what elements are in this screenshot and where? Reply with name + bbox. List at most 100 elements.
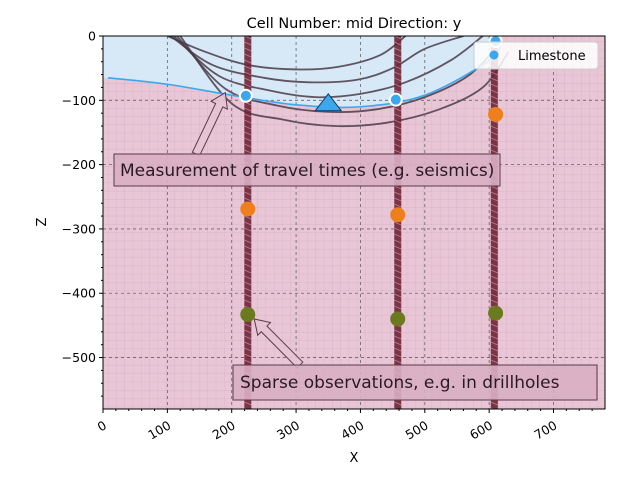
drillhole-texture <box>490 251 498 256</box>
drillhole-texture <box>394 47 402 52</box>
annotation-text-drillholes: Sparse observations, e.g. in drillholes <box>240 373 560 393</box>
x-tick-label-7: 700 <box>531 418 559 443</box>
drillhole-texture <box>490 341 498 346</box>
drillhole-texture <box>490 227 498 232</box>
drillhole-texture <box>490 89 498 94</box>
annotations: Measurement of travel times (e.g. seismi… <box>113 91 598 401</box>
layer-curve-3 <box>173 36 484 99</box>
drillhole-texture <box>244 299 252 304</box>
drillhole-texture <box>244 245 252 250</box>
drillhole-texture <box>394 263 402 268</box>
legend-marker-limestone <box>489 50 499 60</box>
drillhole-texture <box>490 359 498 364</box>
drillhole-texture <box>394 347 402 352</box>
drillhole-texture <box>394 239 402 244</box>
drillhole-texture <box>244 83 252 88</box>
drillhole-texture <box>244 227 252 232</box>
legend-label-limestone: Limestone <box>518 49 586 64</box>
y-axis-label: Z <box>35 217 50 226</box>
drillhole-texture <box>394 137 402 142</box>
drillhole-texture <box>244 107 252 112</box>
drillhole-texture <box>394 359 402 364</box>
drillhole-texture <box>490 209 498 214</box>
drillhole-texture <box>394 269 402 274</box>
drillhole-texture <box>490 83 498 88</box>
major-grid <box>103 36 605 409</box>
drillhole-texture <box>490 197 498 202</box>
drillhole-texture <box>394 353 402 358</box>
layer-curve-2 <box>170 36 464 84</box>
drillhole-texture <box>394 335 402 340</box>
drillhole-texture <box>394 227 402 232</box>
annotation-box-drillholes <box>232 364 598 401</box>
drillhole-texture <box>244 59 252 64</box>
drillhole-texture <box>394 275 402 280</box>
drillhole-texture <box>490 293 498 298</box>
point-series1-2 <box>388 92 403 107</box>
drillhole-texture <box>394 113 402 118</box>
drillhole-texture <box>394 71 402 76</box>
x-axis-label: X <box>350 451 359 466</box>
drillhole-texture <box>490 203 498 208</box>
drillhole-texture <box>490 281 498 286</box>
drillhole-texture <box>244 269 252 274</box>
annotation-text-seismics: Measurement of travel times (e.g. seismi… <box>120 161 494 181</box>
y-tick-label-4: −400 <box>62 286 96 301</box>
drillhole-texture <box>490 323 498 328</box>
drillhole-texture <box>490 269 498 274</box>
drillhole-texture <box>490 95 498 100</box>
drillhole-texture <box>490 131 498 136</box>
drillhole-texture <box>490 263 498 268</box>
drillhole-texture <box>490 335 498 340</box>
annotation-arrow-drillholes <box>253 318 304 369</box>
drillhole-texture <box>394 143 402 148</box>
axes-frame <box>102 35 606 410</box>
drillhole-texture <box>394 89 402 94</box>
drillhole-texture <box>244 263 252 268</box>
drillhole-texture <box>244 233 252 238</box>
drillhole-texture <box>490 101 498 106</box>
drillhole-texture <box>244 293 252 298</box>
drillhole-texture <box>244 221 252 226</box>
point-series1-1 <box>238 88 253 103</box>
y-tick-label-5: −500 <box>62 350 96 365</box>
y-tick-label-2: −200 <box>62 157 96 172</box>
drillhole-texture <box>490 275 498 280</box>
drillhole-texture <box>394 341 402 346</box>
drillhole-texture <box>394 251 402 256</box>
drillhole-texture <box>394 401 402 406</box>
drillhole-texture <box>490 239 498 244</box>
layer-curve-1 <box>167 36 407 71</box>
drillhole-texture <box>490 143 498 148</box>
x-tick-label-2: 200 <box>210 418 238 443</box>
x-tick-label-3: 300 <box>274 418 302 443</box>
drillhole-texture <box>244 65 252 70</box>
drillhole-texture <box>244 53 252 58</box>
drillhole-texture <box>244 335 252 340</box>
point-series2-3 <box>488 106 504 122</box>
drillhole-texture <box>244 137 252 142</box>
drillhole-texture <box>394 83 402 88</box>
drillhole-3 <box>490 36 498 409</box>
drillhole-texture <box>394 245 402 250</box>
drillhole-texture <box>244 113 252 118</box>
drillhole-texture <box>244 257 252 262</box>
drillhole-texture <box>394 329 402 334</box>
x-tick-label-4: 400 <box>338 418 366 443</box>
drillhole-texture <box>490 71 498 76</box>
drillhole-texture <box>244 341 252 346</box>
chart-title: Cell Number: mid Direction: y <box>247 16 462 32</box>
annotation-box-seismics <box>113 153 501 187</box>
legend: Limestone <box>473 41 599 70</box>
drillhole-texture <box>244 401 252 406</box>
drillhole-texture <box>244 275 252 280</box>
drillhole-texture <box>490 77 498 82</box>
drillhole-texture <box>394 107 402 112</box>
drillhole-texture <box>394 131 402 136</box>
drillhole-texture <box>394 293 402 298</box>
y-tick-label-0: 0 <box>88 29 96 44</box>
drillhole-texture <box>394 77 402 82</box>
drillhole-texture <box>244 323 252 328</box>
drillhole-texture <box>490 149 498 154</box>
drillhole-texture <box>490 245 498 250</box>
